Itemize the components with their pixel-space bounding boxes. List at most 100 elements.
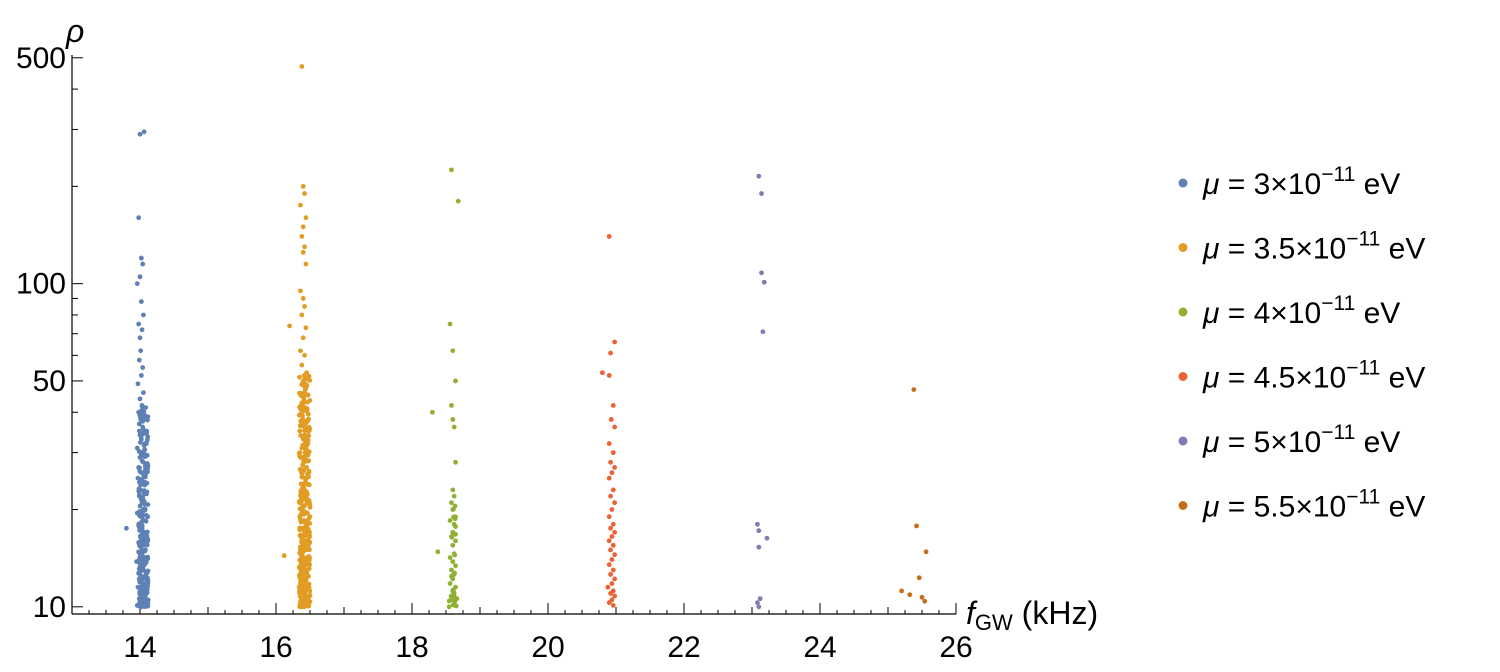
data-point bbox=[298, 433, 304, 438]
data-point bbox=[450, 602, 456, 608]
legend-label: μ = 3.5×10−11 eV bbox=[1202, 228, 1425, 266]
data-point bbox=[145, 434, 151, 440]
legend-label-unit: eV bbox=[1380, 362, 1425, 395]
data-point bbox=[610, 402, 616, 408]
y-axis-label: ρ bbox=[65, 13, 84, 49]
data-point bbox=[302, 480, 308, 486]
legend-label-value: = 5.5×10 bbox=[1219, 491, 1346, 524]
legend-item: μ = 4.5×10−11 eV bbox=[1178, 357, 1425, 395]
data-point bbox=[606, 538, 612, 544]
data-point bbox=[298, 418, 304, 424]
data-point bbox=[446, 604, 452, 610]
data-point bbox=[756, 528, 762, 534]
data-point bbox=[143, 530, 148, 536]
data-point bbox=[608, 493, 613, 499]
data-point bbox=[919, 594, 925, 600]
data-point bbox=[142, 474, 148, 480]
legend-label-symbol: μ bbox=[1202, 297, 1219, 330]
data-point bbox=[297, 588, 303, 594]
data-point bbox=[145, 514, 151, 520]
data-point bbox=[453, 538, 458, 544]
data-point bbox=[299, 510, 305, 516]
data-point bbox=[141, 129, 147, 135]
legend-label: μ = 3×10−11 eV bbox=[1202, 163, 1400, 201]
data-point bbox=[612, 552, 618, 558]
data-point bbox=[449, 402, 454, 408]
data-point bbox=[297, 525, 303, 531]
data-point bbox=[136, 466, 142, 471]
data-point bbox=[455, 198, 461, 204]
x-tick-label: 14 bbox=[123, 631, 156, 664]
data-point bbox=[300, 422, 306, 428]
data-point bbox=[140, 261, 146, 267]
data-point bbox=[451, 493, 457, 499]
data-point bbox=[140, 365, 146, 370]
legend-label-exponent: −11 bbox=[1321, 163, 1355, 186]
data-point bbox=[142, 561, 148, 567]
legend-label-value: = 3.5×10 bbox=[1219, 233, 1346, 266]
data-point bbox=[608, 547, 613, 553]
legend-label-value: = 5×10 bbox=[1219, 426, 1321, 459]
data-point bbox=[303, 325, 309, 331]
data-point bbox=[300, 249, 306, 255]
data-point bbox=[139, 478, 144, 483]
data-point bbox=[302, 244, 307, 250]
data-point bbox=[141, 409, 146, 415]
data-point bbox=[761, 279, 767, 285]
data-point bbox=[140, 585, 146, 591]
data-point bbox=[299, 312, 305, 318]
data-point bbox=[138, 373, 144, 378]
x-tick-label: 18 bbox=[395, 631, 428, 664]
data-point bbox=[450, 559, 456, 564]
data-point bbox=[606, 475, 612, 481]
data-point bbox=[298, 519, 304, 525]
legend-label-exponent: −11 bbox=[1321, 292, 1355, 315]
data-point bbox=[138, 348, 144, 354]
legend-label-symbol: μ bbox=[1202, 491, 1219, 524]
x-axis-label: fGW (kHz) bbox=[966, 595, 1098, 635]
data-point bbox=[450, 542, 456, 548]
data-point bbox=[138, 482, 143, 488]
data-point bbox=[300, 442, 306, 448]
data-point bbox=[141, 443, 147, 448]
data-point bbox=[759, 270, 764, 276]
data-point bbox=[297, 374, 302, 380]
series-1-points bbox=[124, 129, 151, 610]
data-point bbox=[136, 576, 142, 582]
data-point bbox=[914, 523, 919, 529]
x-axis-label-subscript: GW bbox=[975, 610, 1013, 635]
data-point bbox=[299, 565, 304, 571]
y-tick-label: 10 bbox=[33, 591, 66, 624]
data-point bbox=[138, 544, 143, 550]
data-point bbox=[136, 449, 142, 454]
data-point bbox=[300, 183, 306, 189]
data-point bbox=[305, 437, 311, 443]
data-point bbox=[296, 584, 302, 590]
data-point bbox=[755, 521, 760, 527]
data-point bbox=[450, 487, 456, 493]
data-point bbox=[600, 370, 605, 376]
data-point bbox=[606, 562, 612, 568]
data-point bbox=[299, 234, 305, 239]
legend-marker bbox=[1178, 243, 1188, 252]
x-axis-label-unit: (kHz) bbox=[1013, 595, 1098, 631]
legend-label-value: = 4×10 bbox=[1219, 297, 1321, 330]
data-point bbox=[606, 514, 612, 520]
data-point bbox=[135, 475, 141, 481]
data-point bbox=[287, 323, 292, 329]
data-point bbox=[137, 528, 142, 533]
data-point bbox=[139, 519, 145, 525]
legend-label-value: = 4.5×10 bbox=[1219, 362, 1346, 395]
data-point bbox=[451, 589, 457, 595]
data-point bbox=[449, 167, 454, 173]
data-point bbox=[305, 411, 311, 417]
data-point bbox=[296, 572, 302, 578]
data-point bbox=[143, 536, 149, 541]
data-point bbox=[605, 584, 611, 590]
data-point bbox=[612, 465, 618, 470]
data-point bbox=[300, 224, 306, 230]
data-point bbox=[452, 552, 458, 558]
data-point bbox=[923, 549, 929, 555]
data-point bbox=[298, 500, 303, 506]
